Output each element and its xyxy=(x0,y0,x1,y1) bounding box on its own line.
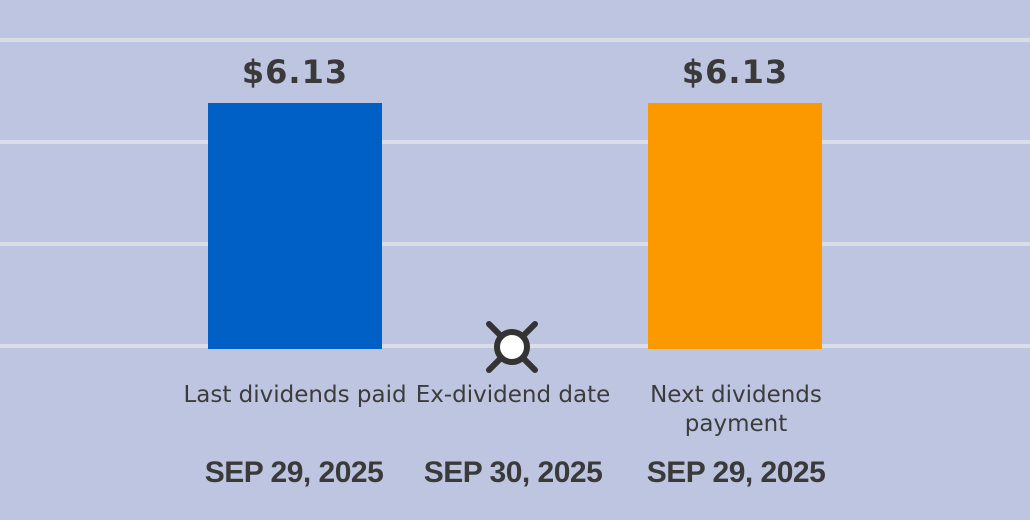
bar-value-label-last-dividend: $6.13 xyxy=(241,53,349,91)
gridline xyxy=(0,242,1030,246)
gridline xyxy=(0,140,1030,144)
date-label-last-dividends-paid: SEP 29, 2025 xyxy=(204,456,384,489)
date-label-next-dividends-payment: SEP 29, 2025 xyxy=(646,456,826,489)
category-label-ex-dividend-date: Ex-dividend date xyxy=(415,382,611,408)
category-label-last-dividends-paid: Last dividends paid xyxy=(183,382,407,408)
category-label-next-dividends-payment: Next dividends payment xyxy=(650,382,822,437)
bar-last-dividends-paid xyxy=(208,103,382,349)
bar-next-dividends-payment xyxy=(648,103,822,349)
date-label-ex-dividend-date: SEP 30, 2025 xyxy=(423,456,603,489)
ex-dividend-marker-icon xyxy=(486,321,538,373)
bar-value-label-next-dividend: $6.13 xyxy=(681,53,789,91)
gridline xyxy=(0,38,1030,42)
